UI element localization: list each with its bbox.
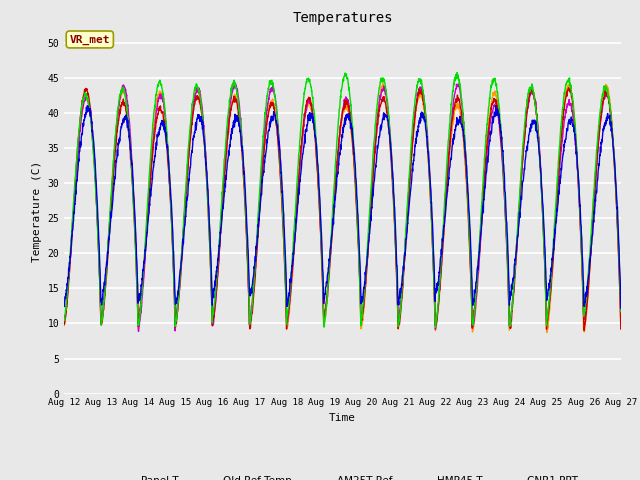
Text: VR_met: VR_met — [70, 35, 110, 45]
Legend: Panel T, Old Ref Temp, AM25T Ref, HMP45 T, CNR1 PRT: Panel T, Old Ref Temp, AM25T Ref, HMP45 … — [102, 472, 582, 480]
Y-axis label: Temperature (C): Temperature (C) — [32, 161, 42, 262]
Title: Temperatures: Temperatures — [292, 11, 393, 25]
X-axis label: Time: Time — [329, 413, 356, 423]
